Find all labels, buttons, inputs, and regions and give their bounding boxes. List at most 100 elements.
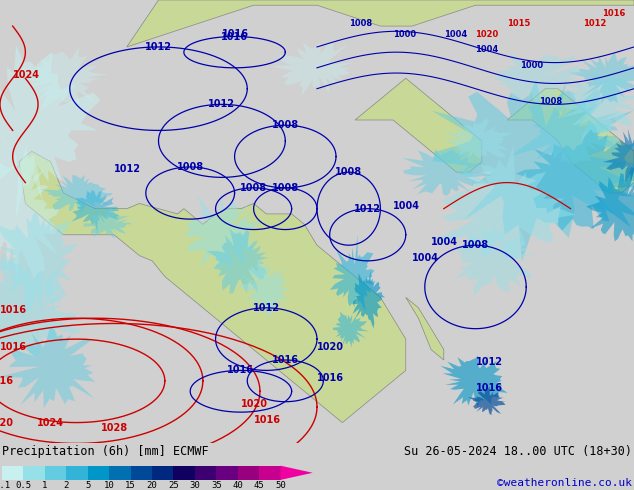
Text: 1016: 1016 <box>254 415 281 424</box>
Bar <box>216 466 238 480</box>
Text: 1008: 1008 <box>240 183 267 193</box>
Text: 1020: 1020 <box>476 29 499 39</box>
Polygon shape <box>441 118 513 162</box>
Polygon shape <box>453 226 537 295</box>
Text: 1008: 1008 <box>272 120 299 130</box>
Text: 1004: 1004 <box>431 237 458 247</box>
Text: 15: 15 <box>125 481 136 490</box>
Polygon shape <box>432 79 634 261</box>
Bar <box>195 466 216 480</box>
Text: 1000: 1000 <box>393 29 416 39</box>
Text: 1016: 1016 <box>222 28 249 39</box>
Polygon shape <box>603 129 634 184</box>
Text: 1016: 1016 <box>602 9 626 18</box>
Polygon shape <box>0 45 101 223</box>
Polygon shape <box>586 167 634 242</box>
Text: 1004: 1004 <box>412 253 439 263</box>
Text: 1020: 1020 <box>317 342 344 351</box>
Polygon shape <box>330 234 375 312</box>
Text: 1004: 1004 <box>444 29 467 39</box>
Polygon shape <box>510 91 620 165</box>
Polygon shape <box>0 328 95 408</box>
Polygon shape <box>19 151 406 422</box>
Bar <box>174 466 195 480</box>
Text: 1016: 1016 <box>0 376 13 386</box>
Bar <box>2 466 23 480</box>
Polygon shape <box>186 194 263 272</box>
Bar <box>259 466 281 480</box>
Text: 45: 45 <box>254 481 264 490</box>
Text: ©weatheronline.co.uk: ©weatheronline.co.uk <box>497 478 632 488</box>
Polygon shape <box>281 466 313 480</box>
Text: 1008: 1008 <box>462 240 489 250</box>
Polygon shape <box>127 0 634 47</box>
Polygon shape <box>0 212 78 319</box>
Text: 1016: 1016 <box>476 383 503 393</box>
Text: 1008: 1008 <box>272 183 299 193</box>
Polygon shape <box>0 252 83 365</box>
Polygon shape <box>333 312 370 348</box>
Polygon shape <box>406 297 444 360</box>
Bar <box>67 466 87 480</box>
Bar <box>23 466 45 480</box>
Text: 10: 10 <box>104 481 115 490</box>
Text: 1012: 1012 <box>253 303 280 313</box>
Polygon shape <box>271 42 354 97</box>
Bar <box>87 466 109 480</box>
Text: 30: 30 <box>190 481 200 490</box>
Bar <box>131 466 152 480</box>
Polygon shape <box>0 145 60 286</box>
Text: 20: 20 <box>146 481 157 490</box>
Text: 0.1: 0.1 <box>0 481 10 490</box>
Polygon shape <box>441 356 508 407</box>
Text: 1012: 1012 <box>209 99 235 109</box>
Text: 2: 2 <box>63 481 69 490</box>
Polygon shape <box>16 48 108 110</box>
Text: 1020: 1020 <box>0 417 13 428</box>
Text: 1012: 1012 <box>145 42 172 52</box>
Bar <box>45 466 67 480</box>
Polygon shape <box>71 190 119 234</box>
Text: 1004: 1004 <box>393 201 420 211</box>
Polygon shape <box>402 148 493 196</box>
Text: 1016: 1016 <box>272 355 299 365</box>
Polygon shape <box>206 228 269 294</box>
Text: 1012: 1012 <box>476 357 503 367</box>
Text: 1016: 1016 <box>228 366 254 375</box>
Bar <box>109 466 131 480</box>
Bar <box>238 466 259 480</box>
Text: 1016: 1016 <box>0 342 27 351</box>
Text: 1024: 1024 <box>37 417 64 428</box>
Text: 1008: 1008 <box>349 19 372 28</box>
Text: 1012: 1012 <box>354 204 381 214</box>
Text: 40: 40 <box>232 481 243 490</box>
Polygon shape <box>568 52 634 104</box>
Text: 1008: 1008 <box>177 162 204 172</box>
Polygon shape <box>493 53 585 110</box>
Text: 1: 1 <box>42 481 48 490</box>
Text: Precipitation (6h) [mm] ECMWF: Precipitation (6h) [mm] ECMWF <box>2 445 209 459</box>
Text: 1012: 1012 <box>114 164 141 174</box>
Text: 1024: 1024 <box>13 70 40 80</box>
Text: 1008: 1008 <box>539 98 562 106</box>
Polygon shape <box>434 145 575 260</box>
Polygon shape <box>560 73 634 142</box>
Text: Su 26-05-2024 18..00 UTC (18+30): Su 26-05-2024 18..00 UTC (18+30) <box>404 445 632 459</box>
Polygon shape <box>353 270 385 328</box>
Polygon shape <box>516 120 634 231</box>
Text: 5: 5 <box>85 481 91 490</box>
Polygon shape <box>468 387 506 415</box>
Text: 1015: 1015 <box>507 19 531 28</box>
Text: 1020: 1020 <box>241 399 268 409</box>
Text: 35: 35 <box>211 481 222 490</box>
Text: 0.5: 0.5 <box>15 481 32 490</box>
Text: 1016: 1016 <box>317 373 344 383</box>
Text: 50: 50 <box>275 481 286 490</box>
Polygon shape <box>41 175 112 212</box>
Bar <box>152 466 174 480</box>
Text: 1004: 1004 <box>476 45 499 54</box>
Polygon shape <box>355 78 482 172</box>
Text: 1028: 1028 <box>101 423 127 433</box>
Polygon shape <box>82 207 132 238</box>
Polygon shape <box>507 89 634 193</box>
